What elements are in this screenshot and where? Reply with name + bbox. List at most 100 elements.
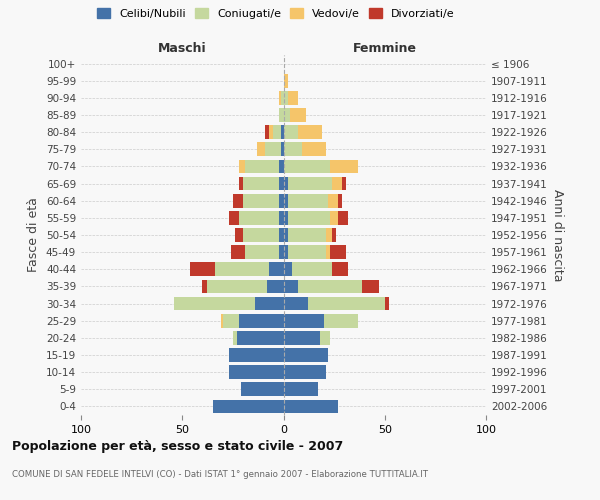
Bar xyxy=(280,108,284,122)
Bar xyxy=(280,176,284,190)
Bar xyxy=(342,176,346,190)
Bar xyxy=(235,228,243,242)
Bar xyxy=(229,348,284,362)
Bar xyxy=(241,382,284,396)
Bar xyxy=(206,280,268,293)
Bar xyxy=(287,176,332,190)
Bar xyxy=(324,314,358,328)
Text: COMUNE DI SAN FEDELE INTELVI (CO) - Dati ISTAT 1° gennaio 2007 - Elaborazione TU: COMUNE DI SAN FEDELE INTELVI (CO) - Dati… xyxy=(12,470,428,479)
Bar xyxy=(229,366,284,379)
Bar xyxy=(280,246,284,259)
Bar xyxy=(330,211,338,224)
Bar xyxy=(231,246,245,259)
Bar xyxy=(284,280,298,293)
Bar xyxy=(233,331,237,344)
Bar xyxy=(284,228,287,242)
Bar xyxy=(281,91,284,104)
Bar xyxy=(284,400,338,413)
Bar xyxy=(243,176,280,190)
Y-axis label: Anni di nascita: Anni di nascita xyxy=(551,188,564,281)
Bar xyxy=(280,228,284,242)
Bar xyxy=(385,296,389,310)
Bar xyxy=(287,246,326,259)
Bar xyxy=(284,246,287,259)
Bar xyxy=(245,246,280,259)
Bar xyxy=(223,314,239,328)
Bar xyxy=(287,194,328,207)
Bar xyxy=(326,228,332,242)
Text: Popolazione per età, sesso e stato civile - 2007: Popolazione per età, sesso e stato civil… xyxy=(12,440,343,453)
Bar xyxy=(332,262,349,276)
Bar xyxy=(212,400,284,413)
Bar xyxy=(269,126,274,139)
Bar xyxy=(280,160,284,173)
Bar xyxy=(292,262,332,276)
Bar xyxy=(290,108,306,122)
Bar xyxy=(284,194,287,207)
Bar xyxy=(284,314,324,328)
Bar xyxy=(265,142,281,156)
Bar xyxy=(280,211,284,224)
Bar xyxy=(298,126,322,139)
Bar xyxy=(284,142,302,156)
Bar xyxy=(229,211,239,224)
Bar xyxy=(287,91,298,104)
Bar xyxy=(362,280,379,293)
Bar xyxy=(190,262,215,276)
Bar xyxy=(287,211,330,224)
Bar xyxy=(280,91,281,104)
Bar xyxy=(174,296,255,310)
Bar xyxy=(284,176,287,190)
Bar xyxy=(320,331,330,344)
Bar xyxy=(284,126,298,139)
Bar xyxy=(281,142,284,156)
Bar xyxy=(280,194,284,207)
Bar xyxy=(284,211,287,224)
Bar xyxy=(298,280,362,293)
Bar xyxy=(239,160,245,173)
Bar xyxy=(239,314,284,328)
Bar xyxy=(281,126,284,139)
Y-axis label: Fasce di età: Fasce di età xyxy=(28,198,40,272)
Bar xyxy=(284,160,330,173)
Bar xyxy=(274,126,281,139)
Bar xyxy=(245,160,280,173)
Bar xyxy=(332,228,336,242)
Bar xyxy=(239,211,280,224)
Bar xyxy=(330,160,358,173)
Bar xyxy=(332,176,342,190)
Bar xyxy=(284,382,318,396)
Bar xyxy=(326,246,330,259)
Legend: Celibi/Nubili, Coniugati/e, Vedovi/e, Divorziati/e: Celibi/Nubili, Coniugati/e, Vedovi/e, Di… xyxy=(95,6,457,21)
Bar xyxy=(237,331,284,344)
Bar xyxy=(287,228,326,242)
Bar xyxy=(203,280,206,293)
Bar xyxy=(284,331,320,344)
Bar xyxy=(302,142,326,156)
Bar xyxy=(265,126,269,139)
Text: Maschi: Maschi xyxy=(158,42,206,55)
Bar xyxy=(243,228,280,242)
Bar xyxy=(239,176,243,190)
Bar xyxy=(255,296,284,310)
Bar xyxy=(284,108,290,122)
Bar xyxy=(330,246,346,259)
Bar xyxy=(243,194,280,207)
Bar xyxy=(221,314,223,328)
Bar xyxy=(233,194,243,207)
Bar xyxy=(308,296,385,310)
Bar xyxy=(268,280,284,293)
Bar xyxy=(284,366,326,379)
Bar xyxy=(284,348,328,362)
Bar xyxy=(338,211,349,224)
Text: Femmine: Femmine xyxy=(353,42,417,55)
Bar xyxy=(328,194,338,207)
Bar xyxy=(338,194,342,207)
Bar xyxy=(257,142,265,156)
Bar xyxy=(284,296,308,310)
Bar xyxy=(284,91,287,104)
Bar xyxy=(284,262,292,276)
Bar xyxy=(284,74,287,88)
Bar xyxy=(269,262,284,276)
Bar xyxy=(215,262,269,276)
